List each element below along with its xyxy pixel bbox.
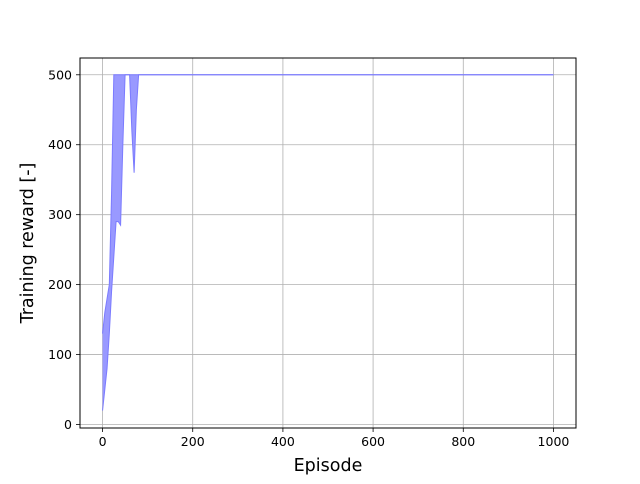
x-tick-label: 800 (451, 434, 475, 449)
x-tick-label: 1000 (538, 434, 570, 449)
x-tick-label: 400 (271, 434, 295, 449)
x-tick-label: 0 (99, 434, 107, 449)
y-tick-label: 400 (48, 137, 72, 152)
y-tick-label: 500 (48, 67, 72, 82)
y-tick-label: 0 (64, 417, 72, 432)
grid (80, 58, 576, 428)
series-line-lower (102, 74, 554, 411)
series-line-upper (102, 74, 554, 334)
x-tick-label: 600 (361, 434, 385, 449)
plot-frame (79, 57, 577, 429)
ticks: 0 200 400 600 800 1000 0 100 200 300 400 500 (48, 67, 569, 449)
x-tick-label: 200 (181, 434, 205, 449)
reward-range-band (102, 74, 554, 411)
y-tick-label: 100 (48, 347, 72, 362)
data-layer (102, 74, 554, 411)
x-axis-label: Episode (294, 456, 363, 476)
y-tick-label: 300 (48, 207, 72, 222)
y-axis-label: Training reward [-] (18, 163, 38, 325)
y-tick-label: 200 (48, 277, 72, 292)
